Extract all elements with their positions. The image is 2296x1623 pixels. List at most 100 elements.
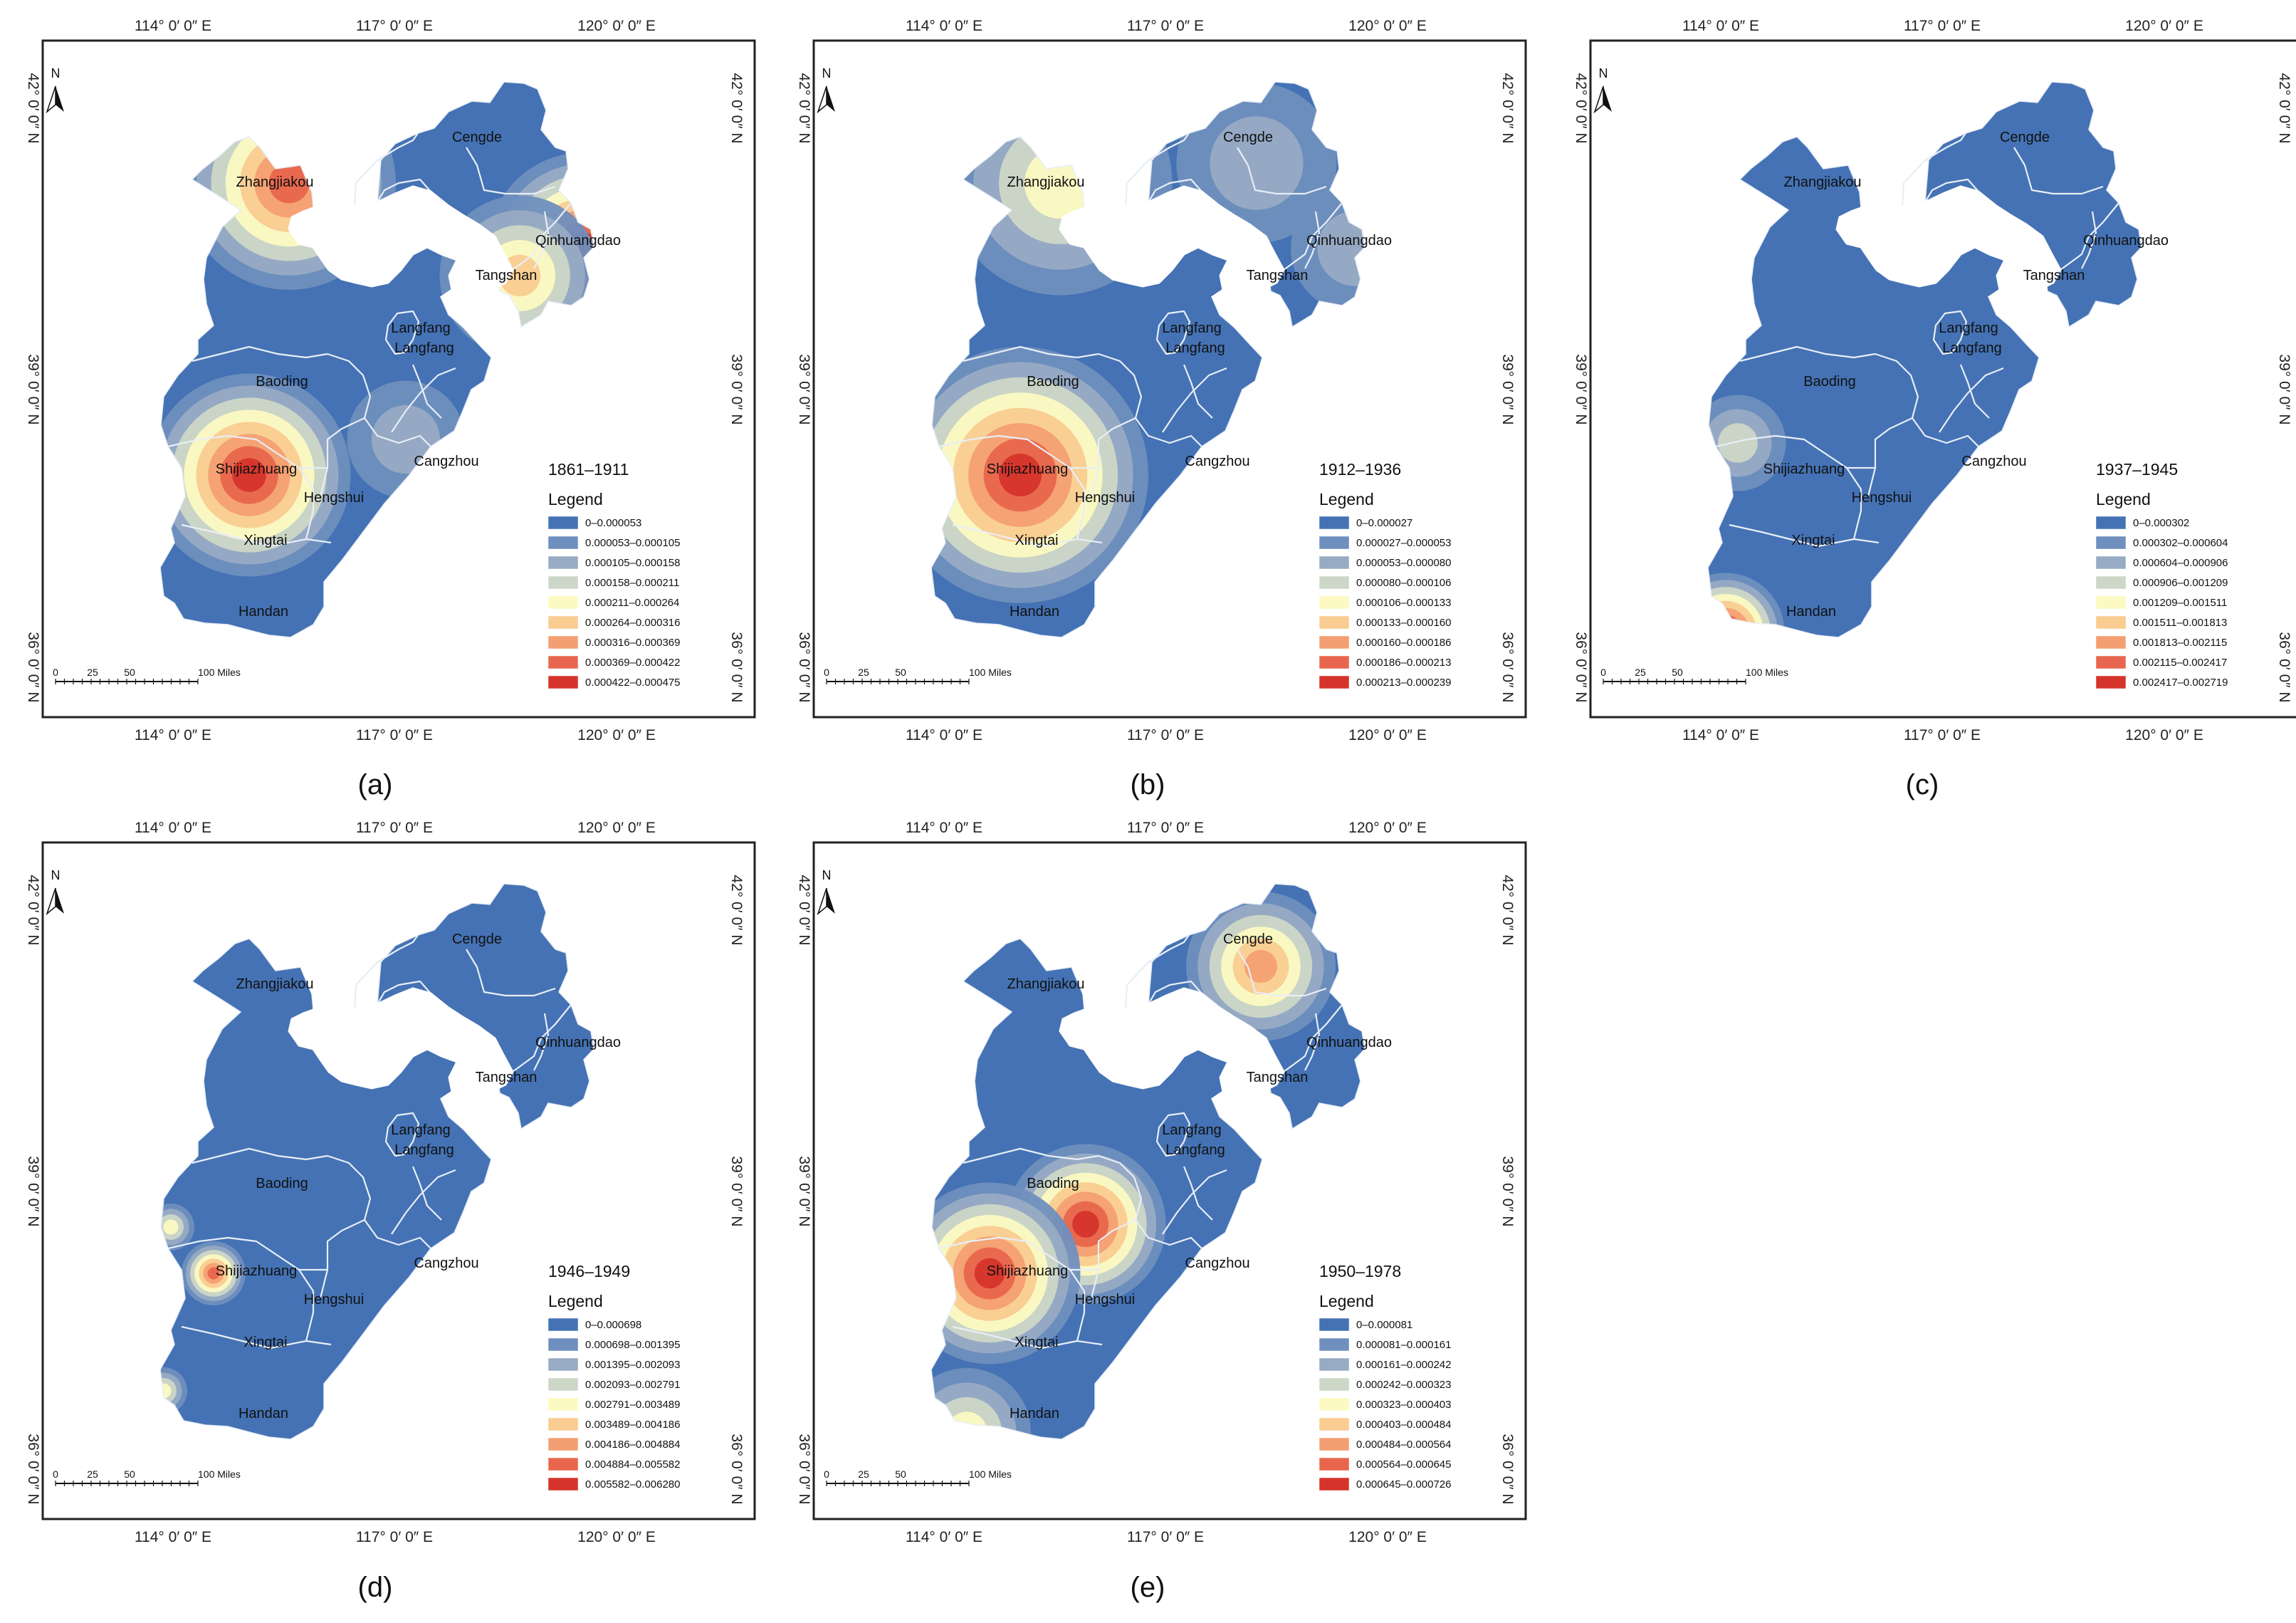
scale-label: 0 [824, 1468, 829, 1480]
density-ring [1317, 211, 1365, 286]
legend-range: 0.000323–0.000403 [1356, 1399, 1451, 1411]
legend: 1912–1936 Legend 0–0.000027 0.000027–0.0000… [1319, 460, 1451, 689]
prefecture-border [1135, 417, 1202, 447]
legend-period: 1937–1945 [2096, 460, 2178, 479]
prefecture-border [181, 523, 332, 548]
map-panel-d: 114° 0′ 0″ E 114° 0′ 0″ E 117° 0′ 0″ E 117°… [25, 820, 756, 1545]
map-frame [41, 39, 756, 719]
north-arrow-half-light [817, 85, 827, 114]
legend-range: 0.000053–0.000105 [585, 537, 680, 549]
city-label-baoding: Baoding [1027, 1176, 1079, 1191]
legend: 1950–1978 Legend 0–0.000081 0.000081–0.0001… [1319, 1262, 1451, 1491]
lon-label-bottom: 117° 0′ 0″ E [1127, 727, 1204, 743]
lat-label-left: 39° 0′ 0″ N [1573, 354, 1589, 424]
lat-label-right: 39° 0′ 0″ N [1499, 354, 1516, 424]
prefecture-border [327, 353, 372, 419]
city-label-handan: Handan [238, 604, 288, 620]
lon-label-top: 120° 0′ 0″ E [1348, 820, 1427, 836]
legend-range: 0–0.000081 [1356, 1319, 1412, 1331]
lat-label-left: 39° 0′ 0″ N [25, 354, 41, 424]
legend-swatch [547, 1477, 579, 1491]
legend-swatch [2095, 595, 2127, 610]
city-label-shijiazhuang: Shijiazhuang [216, 1263, 298, 1279]
density-ring [1210, 116, 1304, 210]
scale-label: 0 [53, 1468, 58, 1480]
prefecture-border [364, 1219, 431, 1249]
legend-title: Legend [548, 490, 603, 508]
city-label-cangzhou: Cangzhou [1961, 454, 2026, 469]
legend-swatch [1319, 635, 1350, 649]
hebei-province [160, 884, 594, 1439]
city-label-langfang: Langfang [394, 340, 454, 356]
province-outline [931, 883, 1365, 1440]
prefecture-border [377, 934, 419, 963]
hotspot-cengde [1186, 892, 1336, 1041]
density-ring [1072, 1211, 1099, 1238]
city-label-qinhuangdao: Qinhuangdao [535, 1035, 621, 1050]
lat-label-left: 42° 0′ 0″ N [796, 875, 812, 945]
prefecture-border [377, 132, 419, 161]
prefecture-border [1237, 949, 1327, 997]
prefecture-border [1959, 364, 1990, 419]
lat-label-right: 42° 0′ 0″ N [1499, 73, 1516, 143]
prefecture-border [952, 523, 1103, 548]
lat-label-right: 42° 0′ 0″ N [728, 875, 745, 945]
prefecture-border [1304, 1013, 1321, 1071]
legend-swatch [1319, 1337, 1350, 1352]
prefecture-border [181, 1325, 332, 1350]
prefecture-border [1939, 367, 2004, 433]
prefecture-border [377, 178, 431, 203]
city-label-hengshui: Hengshui [1075, 1292, 1136, 1308]
legend-range: 0.000316–0.000369 [585, 637, 680, 649]
legend-range: 0.000211–0.000264 [585, 597, 679, 609]
prefecture-border [412, 364, 442, 419]
north-label: N [51, 66, 61, 80]
lat-label-left: 39° 0′ 0″ N [796, 354, 812, 424]
north-label: N [51, 868, 61, 882]
lat-label-left: 36° 0′ 0″ N [1573, 632, 1589, 702]
city-label-cengde: Cengde [452, 931, 502, 947]
city-label-baoding: Baoding [256, 374, 308, 390]
city-label-xingtai: Xingtai [243, 1335, 287, 1350]
prefecture-border [1924, 132, 1966, 161]
prefecture-border [1069, 1269, 1086, 1342]
lon-label-top: 114° 0′ 0″ E [135, 820, 211, 836]
legend-range: 0.000053–0.000080 [1356, 557, 1451, 569]
city-label-zhangjiakou: Zhangjiakou [1007, 174, 1085, 190]
city-label-tangshan: Tangshan [1247, 1070, 1309, 1085]
city-label-cangzhou: Cangzhou [414, 1256, 478, 1271]
prefecture-border [466, 949, 556, 997]
scale-label: 25 [1635, 667, 1646, 678]
density-ring [1244, 950, 1277, 983]
prefecture-border [1283, 202, 1343, 271]
lat-label-left: 42° 0′ 0″ N [796, 73, 812, 143]
prefecture-border [1090, 417, 1136, 497]
legend-range: 0.000645–0.000726 [1356, 1478, 1451, 1491]
density-layer [160, 1204, 246, 1414]
prefecture-border [1124, 159, 1152, 207]
prefecture-border [192, 345, 328, 362]
legend-swatch [1319, 1317, 1350, 1332]
lon-label-top: 114° 0′ 0″ E [135, 18, 211, 34]
lat-label-right: 42° 0′ 0″ N [1499, 875, 1516, 945]
city-label-hengshui: Hengshui [304, 490, 365, 506]
lon-label-bottom: 117° 0′ 0″ E [356, 1529, 433, 1545]
scale-bar: 0 25 50 100 Miles [53, 1468, 241, 1486]
panel-caption-e: (e) [1131, 1572, 1165, 1603]
lat-label-left: 39° 0′ 0″ N [25, 1156, 41, 1226]
prefecture-border [1846, 467, 1862, 540]
legend-swatch [547, 1417, 579, 1431]
legend: 1946–1949 Legend 0–0.000698 0.000698–0.0013… [547, 1262, 680, 1491]
lon-label-bottom: 117° 0′ 0″ E [1127, 1529, 1204, 1545]
legend-swatch [2095, 516, 2127, 530]
lat-label-right: 42° 0′ 0″ N [2276, 73, 2292, 143]
prefecture-border [1162, 367, 1227, 433]
north-arrow-icon: N [46, 868, 64, 916]
city-label-zhangjiakou: Zhangjiakou [1784, 174, 1862, 190]
panel-caption-d: (d) [358, 1572, 393, 1603]
hotspot-qinhuangdao [1291, 184, 1365, 313]
map-frame [812, 39, 1527, 719]
prefecture-border [2013, 147, 2104, 195]
lat-label-left: 36° 0′ 0″ N [25, 1434, 41, 1504]
legend-range: 0.002417–0.002719 [2133, 677, 2228, 689]
